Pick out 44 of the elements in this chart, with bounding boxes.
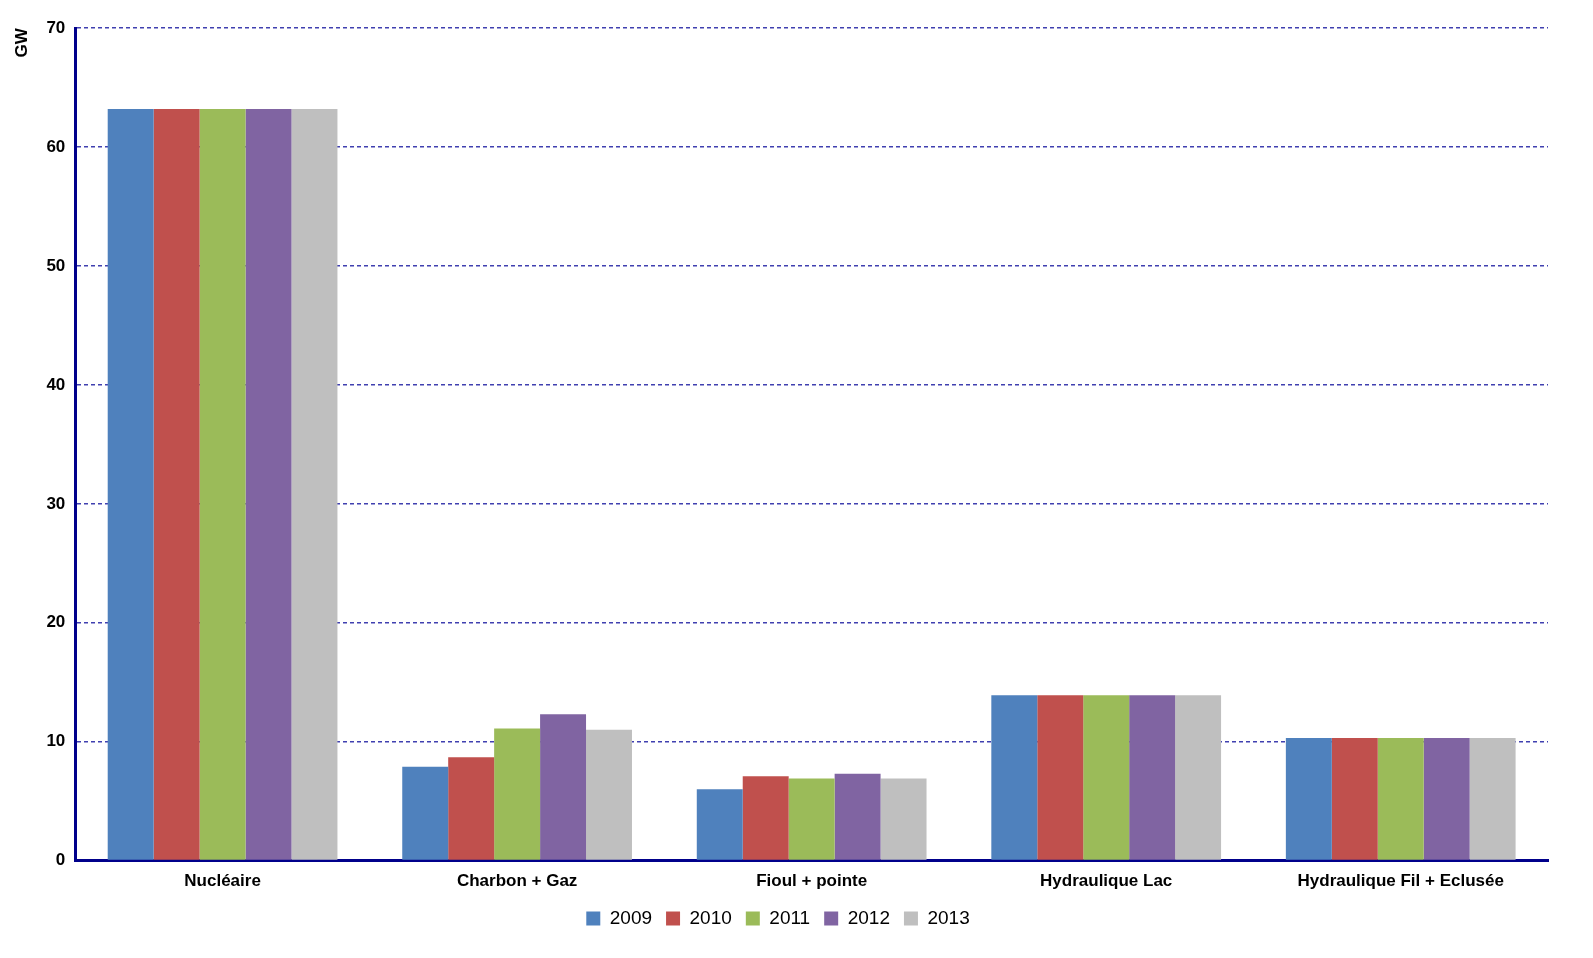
bar xyxy=(1331,738,1378,860)
bar xyxy=(1083,695,1130,860)
bar xyxy=(834,773,881,860)
bar xyxy=(107,109,154,860)
legend-label: 2012 xyxy=(847,906,890,928)
y-tick-label: 10 xyxy=(46,731,66,751)
x-tick-label: Hydraulique Fil + Eclusée xyxy=(1297,871,1504,891)
bar xyxy=(153,109,200,860)
y-tick-label: 30 xyxy=(46,493,66,513)
bar xyxy=(880,778,927,860)
legend-label: 2011 xyxy=(769,906,811,928)
bar xyxy=(199,109,246,860)
bar xyxy=(991,695,1038,860)
bar xyxy=(1037,695,1084,860)
x-tick-label: Fioul + pointe xyxy=(756,871,868,891)
bar xyxy=(586,729,632,860)
y-tick-label: 0 xyxy=(55,850,66,870)
bar xyxy=(788,778,835,860)
y-tick-label: 70 xyxy=(46,17,66,37)
bar xyxy=(1285,738,1332,860)
bar xyxy=(245,109,292,860)
y-tick-label: 40 xyxy=(46,374,66,394)
x-tick-label: Charbon + Gaz xyxy=(456,871,578,891)
bar xyxy=(1129,695,1176,860)
bar xyxy=(696,789,743,860)
y-tick-label: 50 xyxy=(46,255,66,275)
bar xyxy=(494,728,541,860)
bar xyxy=(402,766,449,860)
y-tick-label: 60 xyxy=(46,136,66,156)
legend-label: 2013 xyxy=(927,906,970,928)
y-tick-label: 20 xyxy=(46,612,66,632)
bar xyxy=(1469,738,1516,860)
x-tick-label: Nucléaire xyxy=(184,871,261,891)
bar xyxy=(1377,738,1424,860)
bar xyxy=(1423,738,1470,860)
x-tick-label: Hydraulique Lac xyxy=(1040,871,1173,891)
legend-label: 2010 xyxy=(689,906,732,928)
bar xyxy=(540,714,587,860)
bar xyxy=(448,757,495,860)
legend-label: 2009 xyxy=(609,906,653,928)
bar xyxy=(291,109,338,860)
bar xyxy=(742,776,789,860)
y-axis-title: GW xyxy=(11,27,31,58)
bar xyxy=(1175,695,1222,860)
